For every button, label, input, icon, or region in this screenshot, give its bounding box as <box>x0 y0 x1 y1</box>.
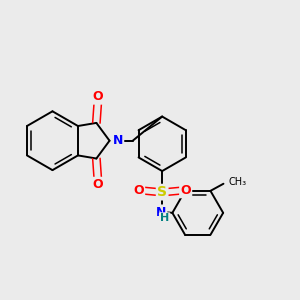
Text: O: O <box>93 90 103 104</box>
Text: H: H <box>160 213 169 224</box>
Text: S: S <box>157 185 167 199</box>
Text: O: O <box>180 184 191 197</box>
Text: N: N <box>112 134 123 147</box>
Text: O: O <box>133 184 144 197</box>
Text: CH₃: CH₃ <box>228 177 247 187</box>
Text: N: N <box>156 206 166 219</box>
Text: O: O <box>93 178 103 191</box>
